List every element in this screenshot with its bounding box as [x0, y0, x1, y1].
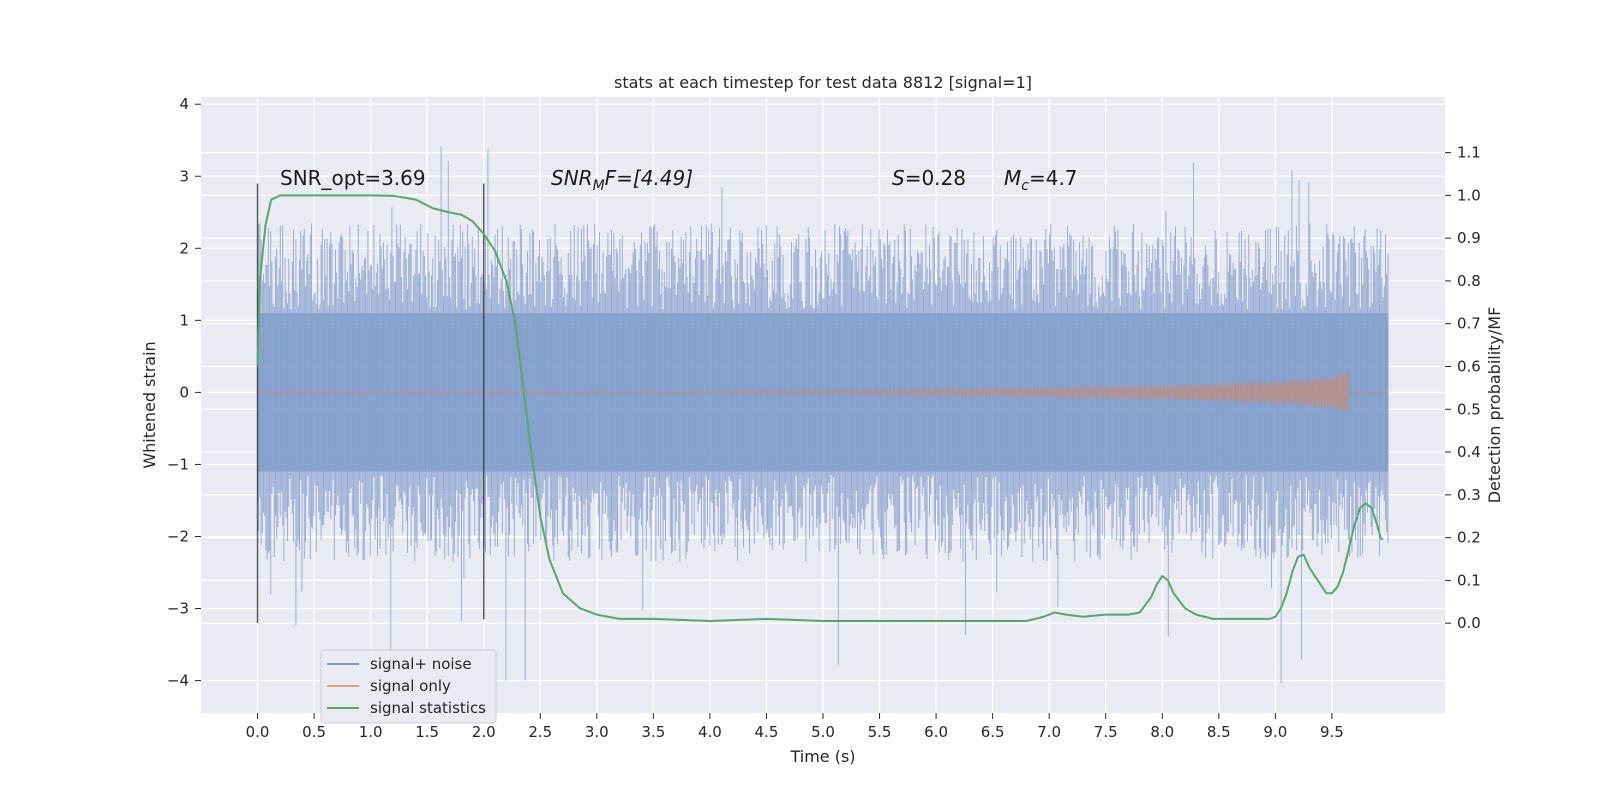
annotation-snr-opt: SNR_opt=3.69 — [280, 166, 426, 190]
mc-subscript: c — [1021, 178, 1029, 194]
y2-tick-label-9: 0.9 — [1457, 229, 1481, 247]
s-symbol: S — [892, 166, 905, 190]
annotation-mc: Mc=4.7 — [1004, 166, 1078, 194]
y-tick-label-3: −1 — [167, 455, 189, 473]
x-tick-label-1: 0.5 — [302, 723, 326, 741]
mc-symbol: M — [1004, 166, 1021, 190]
y2-tick-label-2: 0.2 — [1457, 529, 1481, 547]
x-tick-label-7: 3.5 — [641, 723, 665, 741]
y2-tick-label-8: 0.8 — [1457, 272, 1481, 290]
x-tick-label-5: 2.5 — [528, 723, 552, 741]
y-tick-label-2: −2 — [167, 527, 189, 545]
series-signal-statistics — [256, 194, 1384, 623]
y-tick-label-0: −4 — [167, 672, 189, 690]
legend-box — [320, 649, 497, 724]
x-tick-label-10: 5.0 — [811, 723, 835, 741]
snr-mf-value: F=[4.49] — [605, 166, 693, 190]
vertical-markers — [256, 183, 485, 623]
y2-tick-label-3: 0.3 — [1457, 486, 1481, 504]
y-axis-label: Whitened strain — [140, 341, 159, 468]
y2-tick-label-1: 0.1 — [1457, 571, 1481, 589]
x-tick-label-4: 2.0 — [472, 723, 496, 741]
y2-tick-label-6: 0.6 — [1457, 358, 1481, 376]
x-tick-label-11: 5.5 — [868, 723, 892, 741]
x-tick-label-3: 1.5 — [415, 723, 439, 741]
legend: signal+ noise signal only signal statist… — [320, 649, 497, 724]
legend-label-noise: signal+ noise — [370, 655, 472, 673]
y-axis-left: −4 −3 −2 −1 0 1 2 3 4 — [167, 95, 201, 690]
signal-chirp — [257, 371, 1350, 413]
y2-tick-label-4: 0.4 — [1457, 443, 1481, 461]
y-tick-label-7: 3 — [179, 167, 189, 185]
snr-mf-subscript: M — [593, 178, 605, 194]
x-tick-label-18: 9.0 — [1263, 723, 1287, 741]
y2-tick-label-5: 0.5 — [1457, 400, 1481, 418]
x-tick-label-16: 8.0 — [1150, 723, 1174, 741]
annotations: SNR_opt=3.69 SNRMF=[4.49] S=0.28 Mc=4.7 — [280, 166, 1078, 194]
y2-tick-label-0: 0.0 — [1457, 614, 1481, 632]
y-tick-label-4: 0 — [179, 383, 189, 401]
y-tick-label-1: −3 — [167, 600, 189, 618]
y2-tick-label-11: 1.1 — [1457, 144, 1481, 162]
y-tick-label-8: 4 — [179, 95, 189, 113]
s-value: =0.28 — [905, 166, 966, 190]
y-axis-right: 0.0 0.1 0.2 0.3 0.4 0.5 0.6 0.7 0.8 0.9 1.0 1.1 — [1445, 144, 1481, 632]
chart-title: stats at each timestep for test data 881… — [614, 73, 1032, 92]
legend-label-stats: signal statistics — [370, 699, 486, 717]
y-tick-label-5: 1 — [179, 311, 189, 329]
legend-label-signal: signal only — [370, 677, 451, 695]
x-tick-label-9: 4.5 — [755, 723, 779, 741]
x-tick-label-17: 8.5 — [1207, 723, 1231, 741]
annotation-s: S=0.28 — [892, 166, 966, 190]
y2-tick-label-7: 0.7 — [1457, 315, 1481, 333]
x-axis: 0.0 0.5 1.0 1.5 2.0 2.5 3.0 3.5 4.0 4.5 5.0 5.5 6.0 6… — [246, 713, 1344, 741]
x-tick-label-14: 7.0 — [1037, 723, 1061, 741]
snr-mf-symbol: SNR — [551, 166, 593, 190]
stats-line — [256, 194, 1384, 623]
x-tick-label-15: 7.5 — [1094, 723, 1118, 741]
y2-tick-label-10: 1.0 — [1457, 186, 1481, 204]
y-tick-label-6: 2 — [179, 239, 189, 257]
x-tick-label-8: 4.0 — [698, 723, 722, 741]
annotation-snr-mf: SNRMF=[4.49] — [551, 166, 693, 194]
x-tick-label-12: 6.0 — [924, 723, 948, 741]
series-signal-only — [257, 371, 1389, 413]
x-tick-label-2: 1.0 — [359, 723, 383, 741]
x-tick-label-0: 0.0 — [246, 723, 270, 741]
x-tick-label-6: 3.0 — [585, 723, 609, 741]
x-tick-label-19: 9.5 — [1320, 723, 1344, 741]
y2-axis-label: Detection probability/MF — [1485, 307, 1504, 504]
x-tick-label-13: 6.5 — [981, 723, 1005, 741]
x-axis-label: Time (s) — [789, 747, 855, 766]
mc-value: =4.7 — [1029, 166, 1078, 190]
